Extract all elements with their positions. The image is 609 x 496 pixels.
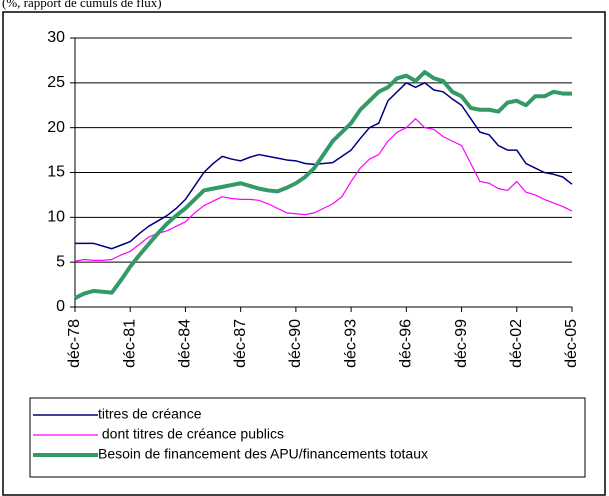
x-tick-label: déc-84 xyxy=(177,319,194,368)
chart-frame xyxy=(2,11,606,496)
legend-label: dont titres de créance publics xyxy=(98,426,284,442)
y-tick-label: 0 xyxy=(56,298,65,315)
x-tick-label: déc-81 xyxy=(121,319,138,368)
x-tick-label: déc-05 xyxy=(563,319,580,368)
y-tick-label: 25 xyxy=(47,74,65,91)
y-tick-label: 10 xyxy=(47,209,65,226)
x-tick-label: déc-78 xyxy=(66,319,83,368)
x-tick-label: déc-96 xyxy=(398,319,415,368)
x-tick-label: déc-02 xyxy=(508,319,525,368)
x-tick-label: déc-99 xyxy=(453,319,470,368)
x-tick-label: déc-87 xyxy=(232,319,249,368)
y-tick-label: 15 xyxy=(47,164,65,181)
y-tick-label: 5 xyxy=(56,253,65,270)
y-tick-label: 30 xyxy=(47,29,65,46)
x-tick-label: déc-93 xyxy=(342,319,359,368)
y-tick-label: 20 xyxy=(47,119,65,136)
series-line xyxy=(74,118,573,262)
series-line xyxy=(75,82,573,250)
legend-label: Besoin de financement des APU/financemen… xyxy=(98,446,428,462)
series-line xyxy=(74,70,572,300)
x-tick-label: déc-90 xyxy=(287,319,304,368)
legend-box xyxy=(29,397,586,478)
chart-title: (%, rapport de cumuls de flux) xyxy=(2,0,162,10)
legend-label: titres de créance xyxy=(98,406,202,422)
